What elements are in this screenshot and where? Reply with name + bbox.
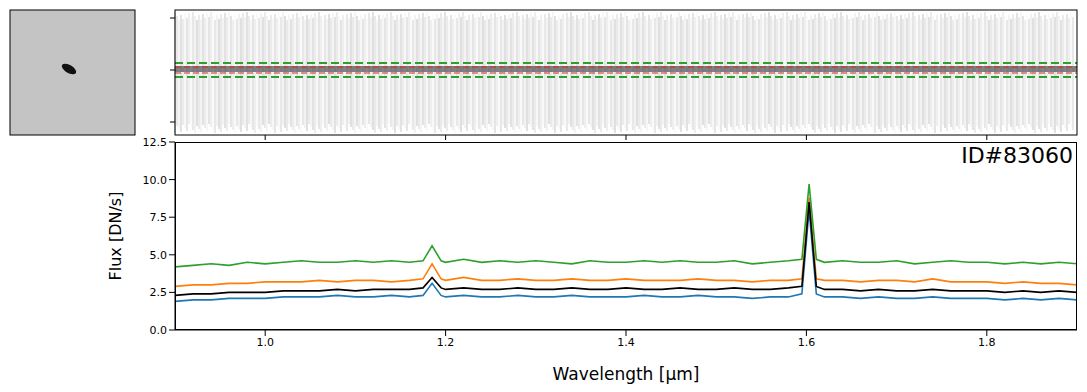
svg-text:1.8: 1.8 [978, 336, 996, 349]
svg-text:1.6: 1.6 [798, 336, 816, 349]
svg-text:Wavelength [μm]: Wavelength [μm] [553, 364, 700, 384]
html-text:ID#83060: ID#83060 [961, 143, 1073, 168]
svg-text:1.0: 1.0 [256, 336, 274, 349]
svg-text:5.0: 5.0 [150, 249, 168, 262]
svg-text:2.5: 2.5 [150, 286, 168, 299]
svg-text:10.0: 10.0 [143, 174, 168, 187]
svg-text:1.4: 1.4 [617, 336, 635, 349]
svg-text:12.5: 12.5 [143, 136, 168, 149]
svg-text:0.0: 0.0 [150, 324, 168, 337]
svg-text:Flux [DN/s]: Flux [DN/s] [106, 192, 125, 281]
svg-text:7.5: 7.5 [150, 211, 168, 224]
svg-text:1.2: 1.2 [437, 336, 455, 349]
